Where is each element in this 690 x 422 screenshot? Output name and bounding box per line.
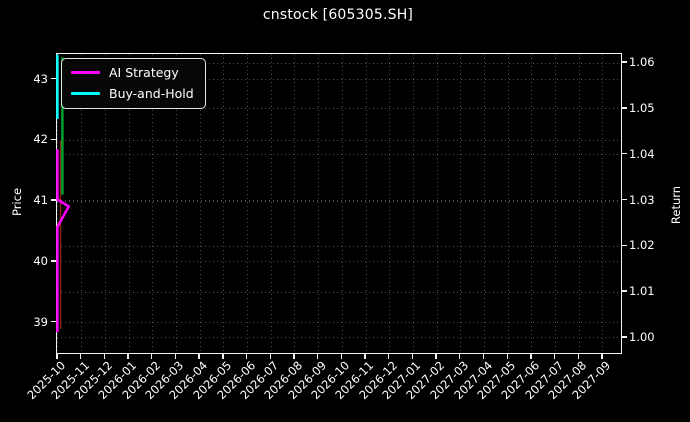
gridline-vertical [341, 54, 343, 353]
left-tick-label: 42 [33, 132, 48, 147]
x-tick-mark [293, 353, 295, 359]
right-tick-label: 1.02 [629, 238, 655, 253]
x-tick-mark [601, 353, 603, 359]
right-tick-label: 1.00 [629, 329, 655, 344]
left-tick-mark [51, 320, 56, 323]
legend-label: AI Strategy [109, 65, 179, 80]
legend: AI Strategy Buy-and-Hold [61, 58, 206, 109]
right-axis-title: Return [669, 185, 683, 225]
x-tick-mark [553, 353, 556, 359]
left-tick-mark [51, 260, 56, 262]
gridline-horizontal [57, 200, 621, 202]
gridline-vertical [531, 54, 533, 353]
left-axis-title: Price [10, 187, 24, 217]
plot-area [56, 53, 622, 354]
gridline-horizontal [57, 108, 621, 110]
x-tick-mark [151, 353, 153, 359]
right-tick-label: 1.05 [629, 100, 655, 115]
right-tick-mark [621, 244, 627, 246]
x-tick-mark [435, 353, 437, 359]
gridline-vertical [81, 54, 83, 353]
gridline-vertical [247, 54, 249, 353]
x-tick-mark [340, 353, 342, 359]
legend-line-swatch-magenta [71, 70, 100, 75]
right-tick-mark [621, 198, 627, 201]
gridline-vertical [507, 54, 509, 353]
left-tick-mark [51, 77, 56, 80]
left-tick-label: 43 [33, 71, 48, 86]
x-tick-mark [459, 353, 461, 359]
gridline-vertical [412, 54, 414, 353]
legend-entry-ai-strategy: AI Strategy [71, 63, 194, 82]
right-tick-label: 1.04 [629, 146, 655, 161]
x-tick-mark [269, 353, 271, 359]
gridline-vertical [602, 54, 604, 353]
gridline-horizontal [57, 154, 621, 156]
x-tick-mark [530, 353, 532, 359]
legend-label: Buy-and-Hold [109, 86, 194, 101]
gridline-vertical [270, 54, 272, 353]
right-tick-label: 1.01 [629, 284, 655, 299]
x-tick-mark [316, 353, 319, 359]
right-tick-label: 1.06 [629, 55, 655, 70]
x-tick-mark [388, 353, 390, 359]
gridline-vertical [365, 54, 367, 353]
right-tick-mark [621, 290, 627, 292]
gridline-vertical [294, 54, 296, 353]
gridline-horizontal [57, 291, 621, 293]
gridline-vertical [223, 54, 225, 353]
gridline-vertical [199, 54, 201, 353]
x-tick-mark [364, 353, 366, 359]
gridline-horizontal [57, 79, 621, 81]
left-tick-label: 39 [33, 314, 48, 329]
gridline-horizontal [57, 62, 621, 64]
right-tick-mark [621, 336, 627, 338]
gridline-vertical [175, 54, 177, 353]
gridline-vertical [484, 54, 485, 353]
x-tick-mark [245, 353, 248, 359]
left-tick-label: 41 [33, 193, 48, 208]
gridline-vertical [128, 54, 130, 353]
right-tick-label: 1.03 [629, 192, 655, 207]
x-tick-mark [198, 353, 200, 359]
chart-title: cnstock [605305.SH] [262, 7, 414, 23]
gridline-vertical [152, 54, 154, 353]
x-tick-mark [174, 353, 177, 359]
gridline-horizontal [57, 139, 621, 141]
gridline-vertical [318, 54, 320, 353]
x-tick-mark [482, 353, 485, 359]
left-tick-mark [51, 138, 56, 140]
left-tick-mark [51, 199, 56, 201]
gridline-horizontal [57, 322, 621, 324]
right-tick-mark [621, 61, 627, 63]
gridline-horizontal [57, 200, 621, 202]
gridline-horizontal [57, 261, 621, 263]
x-tick-mark [577, 353, 579, 359]
x-tick-mark [222, 353, 224, 359]
left-tick-label: 40 [33, 253, 48, 268]
gridline-vertical [460, 54, 462, 353]
right-tick-mark [621, 107, 627, 109]
right-tick-mark [621, 153, 627, 155]
gridline-vertical [578, 54, 580, 353]
x-tick-mark [79, 353, 82, 359]
x-tick-mark [411, 353, 414, 359]
gridline-vertical [57, 54, 59, 353]
gridline-vertical [389, 54, 391, 353]
gridline-vertical [436, 54, 438, 353]
x-tick-mark [103, 353, 106, 359]
gridline-horizontal [57, 337, 621, 339]
gridline-horizontal [57, 245, 621, 247]
x-tick-mark [56, 353, 58, 359]
legend-entry-buy-and-hold: Buy-and-Hold [71, 84, 194, 103]
gridline-vertical [555, 54, 557, 353]
x-tick-mark [506, 353, 508, 359]
legend-line-swatch-cyan [71, 91, 100, 96]
x-tick-mark [127, 353, 129, 359]
gridline-vertical [104, 54, 106, 353]
